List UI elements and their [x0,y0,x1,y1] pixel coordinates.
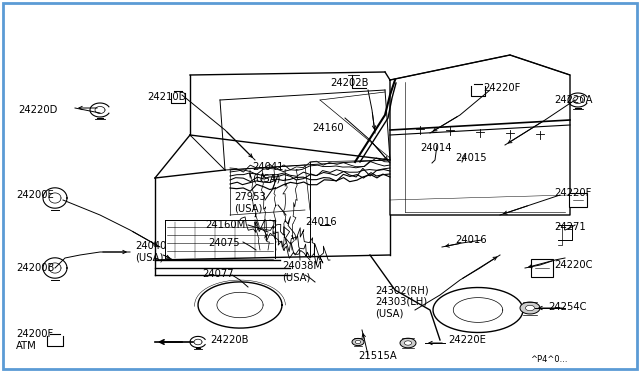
Text: 24271: 24271 [554,222,586,232]
Text: 24015: 24015 [455,153,486,163]
Polygon shape [520,302,540,314]
Text: 24202B: 24202B [330,78,369,88]
Text: 24016: 24016 [305,217,337,227]
Text: 24200E: 24200E [16,190,54,200]
Text: 24200F
ATM: 24200F ATM [16,329,53,351]
Text: 24302(RH)
24303(LH)
(USA): 24302(RH) 24303(LH) (USA) [375,285,429,318]
Text: 24014: 24014 [420,143,451,153]
Polygon shape [352,339,364,346]
Text: 24160M: 24160M [205,220,245,230]
Text: 24220F: 24220F [554,188,591,198]
Polygon shape [404,341,412,345]
Text: 24077: 24077 [202,269,234,279]
Text: ^P4^0...: ^P4^0... [530,356,568,365]
Text: 24220B: 24220B [210,335,248,345]
Text: 24160: 24160 [312,123,344,133]
Text: 24220D: 24220D [18,105,58,115]
Text: 24041
(USA): 24041 (USA) [252,162,284,184]
Bar [569,193,587,207]
Text: 21515A: 21515A [358,351,397,361]
Polygon shape [355,340,361,344]
Text: 24040
(USA): 24040 (USA) [135,241,166,263]
Text: 24038M
(USA): 24038M (USA) [282,261,322,283]
Text: 24210D: 24210D [147,92,186,102]
Text: 24200B: 24200B [16,263,54,273]
Polygon shape [400,338,416,348]
Polygon shape [525,305,534,311]
Text: 24016: 24016 [455,235,486,245]
Text: 27953
(USA): 27953 (USA) [234,192,266,214]
Bar [531,259,553,277]
Text: 24220A: 24220A [554,95,593,105]
Text: 24220F: 24220F [483,83,520,93]
Text: 24075: 24075 [208,238,239,248]
Text: 24220C: 24220C [554,260,593,270]
Text: 24220E: 24220E [448,335,486,345]
Text: 24254C: 24254C [548,302,586,312]
